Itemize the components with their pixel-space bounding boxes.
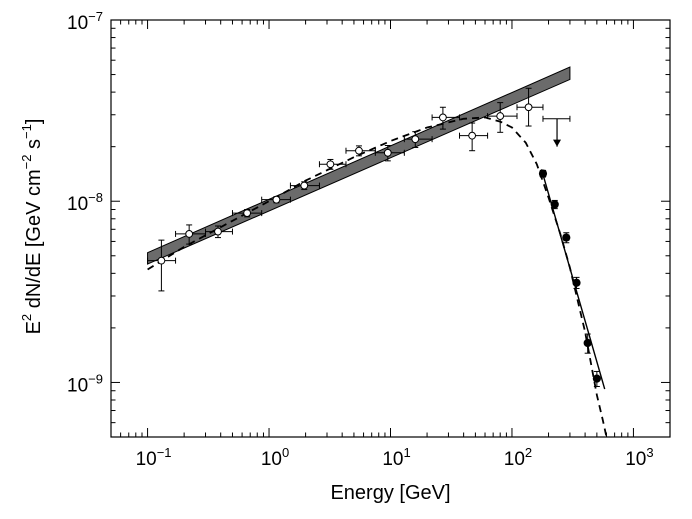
data-point [487,102,518,133]
data-point [261,195,291,204]
open-marker [214,227,222,236]
data-point [592,370,601,387]
data-point [538,169,548,178]
filled-marker [562,233,571,242]
plot-layer [147,66,608,437]
open-marker [524,103,533,112]
data-point [431,106,461,130]
open-marker [383,148,392,157]
filled-marker [550,200,559,209]
data-point [231,209,263,218]
data-point [562,232,571,244]
open-marker [438,113,447,122]
powerlaw-band [147,66,571,265]
dashed-model-curve [147,116,608,437]
data-point [583,333,592,354]
filled-marker [572,278,581,287]
data-point [403,131,433,148]
y-tick-label: 10−8 [67,190,103,215]
open-marker [496,112,505,120]
x-tick-label: 100 [261,445,289,470]
filled-marker [583,338,592,348]
x-axis-title: Energy [GeV] [330,482,450,504]
open-marker [300,181,309,190]
data-point [289,181,320,191]
data-point [572,276,581,289]
filled-marker [592,374,601,383]
open-marker [157,256,166,265]
data-point [318,158,347,170]
data-point [516,87,544,127]
ticks-layer [110,19,671,438]
open-marker [355,146,363,155]
y-axis-title: E2 dN/dE [GeV cm−2 s−1] [19,119,45,335]
open-marker [326,160,335,169]
x-tick-label: 102 [504,445,532,470]
open-marker [411,135,420,144]
data-point [550,199,559,210]
open-marker [185,230,194,238]
plot-frame [110,19,671,438]
x-tick-label: 10−1 [136,445,172,470]
data-point [459,122,489,152]
open-marker [468,131,477,140]
data-point [374,144,405,162]
open-marker [243,209,252,217]
plot-content [147,66,608,437]
x-tick-label: 101 [382,445,410,470]
data-point [345,145,376,157]
filled-marker [538,169,548,178]
y-tick-label: 10−9 [67,371,103,396]
open-marker [272,195,281,204]
solid-fit-line [540,169,606,390]
data-point [205,225,233,239]
data-point [147,239,177,292]
y-tick-label: 10−7 [67,9,103,34]
limit-arrow-head [553,139,562,147]
upper-limit [542,115,571,147]
x-tick-label: 103 [625,445,653,470]
